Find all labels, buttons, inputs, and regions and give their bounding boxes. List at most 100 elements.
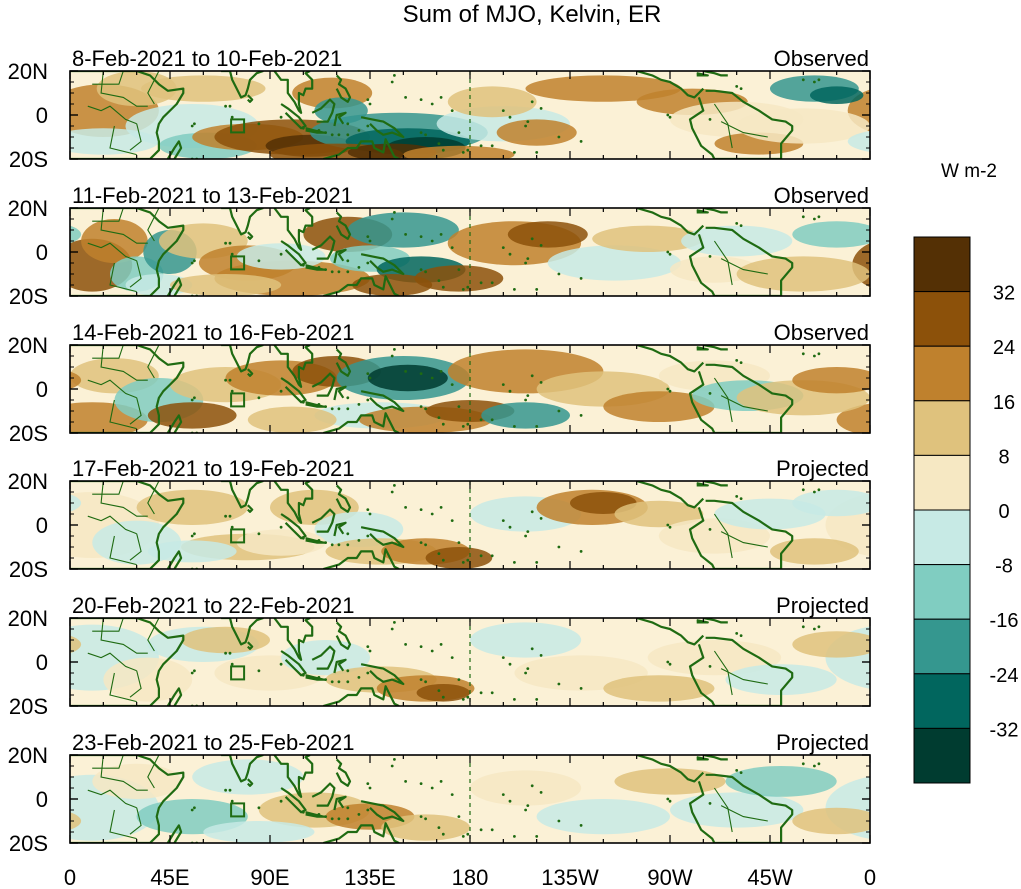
island [666, 797, 670, 801]
coastline [703, 71, 728, 77]
country-border [129, 670, 142, 698]
island [801, 488, 805, 492]
island [393, 211, 396, 214]
island [668, 525, 672, 529]
island [530, 100, 534, 104]
island [190, 808, 194, 812]
coastline [311, 372, 336, 397]
island [441, 558, 445, 562]
anomaly-contour [425, 547, 493, 569]
lat-label: 20N [8, 59, 48, 84]
island [228, 514, 232, 518]
island [193, 122, 196, 126]
coastline [70, 208, 185, 296]
island [437, 552, 441, 555]
panel-date-range: 23-Feb-2021 to 25-Feb-2021 [72, 730, 355, 755]
island [530, 374, 534, 378]
country-border [713, 650, 733, 696]
island [346, 122, 350, 126]
anomaly-map [70, 345, 870, 433]
coastline [636, 618, 705, 646]
island [479, 418, 483, 422]
coastline [323, 275, 400, 296]
island [437, 142, 441, 145]
island [390, 354, 394, 358]
anomaly-contour [103, 657, 193, 702]
island [439, 233, 443, 236]
island [346, 532, 350, 536]
coastline [247, 368, 254, 377]
map-panel: 23-Feb-2021 to 25-Feb-2021 Projected 20N 0 2… [8, 730, 871, 856]
island [466, 695, 470, 699]
island [668, 252, 672, 256]
island [441, 148, 445, 152]
coastline [360, 800, 405, 823]
island [466, 422, 470, 426]
island [190, 261, 194, 265]
anomaly-contour [96, 71, 177, 107]
island [801, 352, 805, 356]
coastline [247, 504, 254, 513]
country-border [92, 345, 124, 359]
island [346, 133, 350, 137]
coastline [636, 71, 705, 99]
island [508, 252, 512, 256]
island [390, 627, 394, 631]
coastline [247, 231, 254, 240]
coastline [323, 822, 400, 843]
lat-label: 20S [9, 694, 48, 719]
island [530, 237, 534, 241]
island [224, 241, 228, 245]
island [419, 678, 423, 681]
anomaly-contour [181, 626, 270, 654]
island [501, 383, 505, 386]
island [526, 120, 530, 123]
coastline [703, 755, 728, 761]
island [419, 268, 423, 271]
coastline [333, 658, 347, 674]
coastline [703, 345, 728, 351]
island [708, 118, 712, 121]
island [430, 649, 434, 653]
lon-label: 0 [64, 865, 76, 889]
coastline [273, 208, 314, 251]
island [450, 793, 454, 796]
colorbar-label: -32 [990, 719, 1019, 741]
island [257, 122, 261, 126]
country-border [92, 208, 124, 222]
lon-label: 45W [747, 865, 792, 889]
anomaly-contour [770, 538, 859, 565]
island [230, 525, 234, 529]
island [526, 667, 530, 670]
anomaly-contour [496, 119, 577, 146]
country-border [100, 618, 148, 654]
island [357, 403, 361, 406]
island [557, 272, 561, 276]
island [224, 104, 228, 108]
map-panel: 8-Feb-2021 to 10-Feb-2021 Observed 20N 0 20S [8, 46, 871, 172]
island [190, 671, 194, 675]
lon-label: 0 [864, 865, 876, 889]
island [579, 687, 583, 690]
island [739, 634, 743, 637]
island [535, 561, 539, 564]
island [450, 656, 454, 659]
island [530, 647, 534, 651]
lon-label: 135W [541, 865, 599, 889]
coastline [273, 345, 314, 388]
anomaly-map [70, 208, 870, 296]
colorbar-swatch [913, 618, 971, 675]
lat-label: 20N [8, 606, 48, 631]
island [368, 649, 372, 653]
anomaly-contour [725, 664, 837, 695]
colorbar-units: W m-2 [941, 161, 997, 182]
island [317, 266, 321, 269]
anomaly-contour [136, 489, 248, 525]
island [501, 793, 505, 796]
coastline [333, 385, 347, 401]
island [346, 407, 350, 411]
lat-label: 0 [36, 650, 48, 675]
island [330, 543, 334, 547]
island [557, 682, 561, 686]
map-panel: 14-Feb-2021 to 16-Feb-2021 Observed 20N 0 20… [8, 320, 871, 446]
